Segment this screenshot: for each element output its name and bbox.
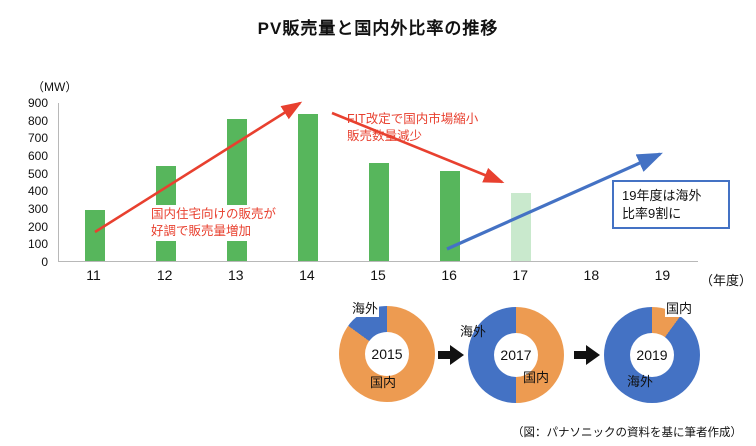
bar-17 [510,192,531,261]
x-axis-labels: 11 12 13 14 15 16 17 18 19 [58,267,698,283]
slice-label-overseas-2015: 海外 [351,298,380,317]
bar-slot-11 [59,103,130,261]
y-axis-unit-label: （MW） [32,80,78,94]
donut-chart-2015: 2015 海外 国内 [339,298,435,402]
x-tick-18: 18 [583,267,600,283]
source-credit: （図：パナソニックの資料を基に筆者作成） [512,427,742,439]
slice-label-overseas-2019: 海外 [627,374,654,389]
annotation-domestic-growth: 国内住宅向けの販売が 好調で販売量増加 [148,205,280,241]
bar-16 [439,171,460,261]
y-tick-700: 700 [27,131,48,146]
bar-slot-14 [272,103,343,261]
x-tick-13: 13 [227,267,244,283]
x-tick-11: 11 [86,267,101,283]
donut-year-label-2015: 2015 [365,332,409,376]
right-arrow-icon [438,345,464,365]
bar-15 [368,162,389,261]
overseas-ratio-callout: 19年度は海外 比率9割に [612,180,730,230]
y-axis: 0 100 200 300 400 500 600 700 800 900 [16,96,52,269]
y-tick-200: 200 [27,219,48,234]
x-axis-year-suffix: （年度） [700,273,753,288]
bar-slot-17 [485,103,556,261]
slice-label-domestic-2017: 国内 [523,370,550,385]
bar-14 [297,113,318,261]
y-tick-400: 400 [27,184,48,199]
y-tick-900: 900 [27,96,48,110]
donut-year-label-2017: 2017 [494,333,538,377]
y-tick-100: 100 [27,237,48,252]
y-tick-600: 600 [27,149,48,163]
x-tick-19: 19 [654,267,671,283]
y-tick-500: 500 [27,166,48,181]
x-tick-15: 15 [370,267,386,283]
donut-year-label-2019: 2019 [630,333,674,377]
x-tick-14: 14 [299,267,315,283]
donut-chart-2019: 2019 国内 海外 [604,298,700,403]
right-arrow-icon [574,345,600,365]
donut-chart-2017: 2017 海外 国内 [460,307,564,403]
y-tick-800: 800 [27,113,48,128]
bar-slot-15 [343,103,414,261]
slice-label-domestic-2015: 国内 [370,375,397,390]
x-tick-17: 17 [512,267,528,283]
y-tick-300: 300 [27,202,48,216]
annotation-fit-decline: FIT改定で国内市場縮小 販売数量減少 [344,110,482,146]
slice-label-overseas-2017: 海外 [460,324,487,339]
bar-11 [84,210,105,261]
y-tick-0: 0 [41,255,48,269]
x-tick-12: 12 [156,267,173,283]
figure-title: PV販売量と国内外比率の推移 [257,19,499,38]
x-tick-16: 16 [441,267,457,283]
slice-label-domestic-2019: 国内 [665,298,694,317]
